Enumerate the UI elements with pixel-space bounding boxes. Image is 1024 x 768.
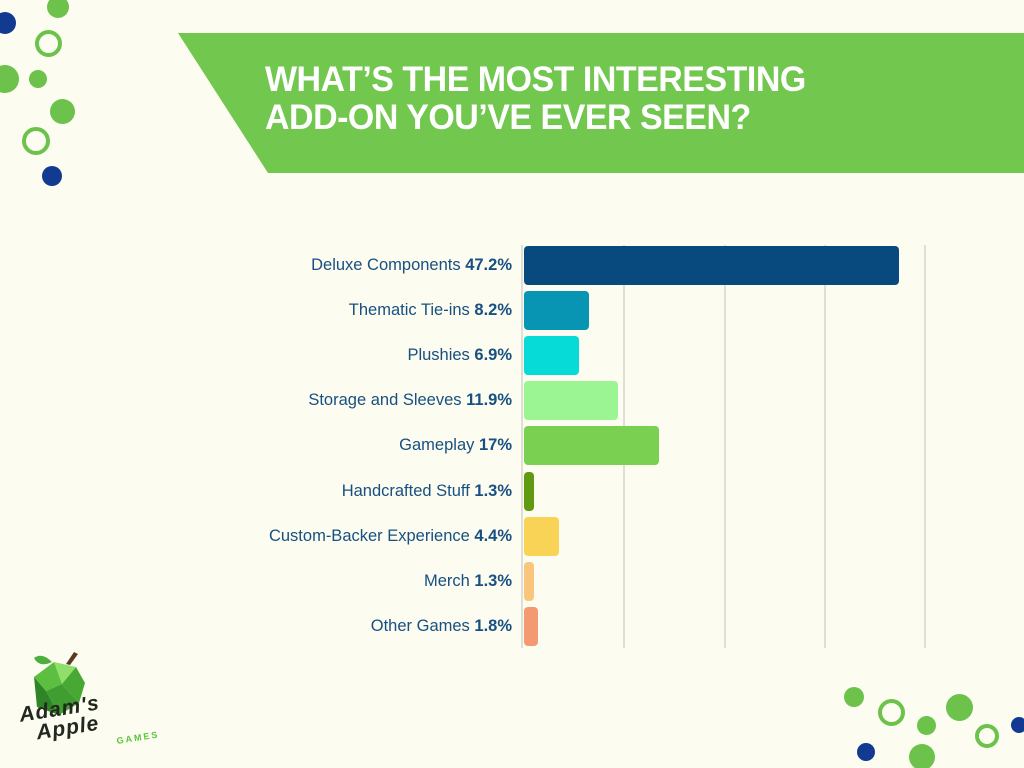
chart-row: Storage and Sleeves 11.9% (0, 381, 1024, 421)
bar-value: 4.4% (474, 526, 512, 545)
bar-value: 8.2% (474, 301, 512, 320)
chart-row: Merch 1.3% (0, 561, 1024, 601)
bar-value: 47.2% (465, 256, 512, 274)
bar-label: Custom-Backer Experience 4.4% (12, 517, 512, 556)
decor-circle (909, 744, 935, 768)
bar-storage-and-sleeves (524, 381, 619, 421)
chart-row: Plushies 6.9% (0, 336, 1024, 376)
bar-handcrafted-stuff (524, 471, 535, 511)
chart-row: Handcrafted Stuff 1.3% (0, 471, 1024, 511)
decor-circle (22, 127, 50, 155)
decor-circle (946, 694, 973, 721)
bar-label: Other Games 1.8% (12, 607, 512, 646)
bar-label: Storage and Sleeves 11.9% (12, 381, 512, 420)
bar-merch (524, 561, 535, 601)
bar-category: Custom-Backer Experience (268, 526, 475, 545)
bar-label: Deluxe Components 47.2% (12, 246, 512, 285)
bar-value: 11.9% (466, 391, 512, 410)
bar-thematic-tie-ins (524, 291, 590, 331)
bar-plushies (524, 336, 579, 376)
decor-circle (917, 716, 936, 735)
bar-category: Thematic Tie-ins (348, 301, 475, 320)
chart-row: Gameplay 17% (0, 426, 1024, 466)
decor-circle (1011, 717, 1024, 733)
gridline (521, 245, 523, 648)
decor-circle (878, 699, 905, 726)
bar-deluxe-components (524, 246, 899, 285)
bar-value: 17% (478, 436, 512, 455)
chart-rows: Deluxe Components 47.2% Thematic Tie-ins … (0, 246, 1024, 656)
chart-row: Thematic Tie-ins 8.2% (0, 291, 1024, 331)
title-banner: WHAT’S THE MOST INTERESTING ADD-ON YOU’V… (178, 33, 1024, 173)
bar-category: Plushies (407, 346, 475, 365)
decor-circle (857, 743, 875, 761)
bar-label: Merch 1.3% (12, 562, 512, 601)
bar-label: Gameplay 17% (12, 426, 512, 465)
apple-logo-icon (34, 652, 85, 715)
chart-title-line2: ADD-ON YOU’VE EVER SEEN? (265, 98, 751, 137)
decor-circle (35, 30, 62, 57)
gridline (824, 245, 826, 648)
decor-circle (0, 12, 16, 34)
company-logo: Adam's Apple GAMES (16, 646, 226, 764)
bar-custom-backer-experience (524, 516, 559, 556)
bar-value: 1.3% (474, 481, 512, 500)
bar-label: Handcrafted Stuff 1.3% (12, 472, 512, 511)
bar-category: Gameplay (399, 436, 479, 455)
bar-label: Thematic Tie-ins 8.2% (12, 291, 512, 330)
bar-gameplay (524, 426, 659, 466)
bar-category: Handcrafted Stuff (341, 481, 475, 500)
decor-circle (47, 0, 69, 18)
decor-circle (42, 166, 62, 186)
chart-row: Deluxe Components 47.2% (0, 246, 1024, 285)
chart-title-line1: WHAT’S THE MOST INTERESTING (265, 60, 806, 99)
bar-category: Other Games (370, 616, 475, 635)
bar-category: Merch (423, 571, 475, 590)
decor-circle (50, 99, 75, 124)
decor-circle (29, 70, 47, 88)
decor-circle (844, 687, 864, 707)
bar-category: Deluxe Components (311, 256, 466, 274)
bar-value: 1.3% (474, 571, 512, 590)
bar-other-games (524, 606, 539, 646)
bar-value: 1.8% (474, 616, 512, 635)
chart-title: WHAT’S THE MOST INTERESTING ADD-ON YOU’V… (265, 61, 806, 137)
gridline (924, 245, 926, 648)
bar-value: 6.9% (474, 346, 512, 365)
bar-label: Plushies 6.9% (12, 336, 512, 375)
decor-circle (975, 724, 999, 748)
chart-row: Other Games 1.8% (0, 606, 1024, 646)
decor-circle (0, 65, 19, 93)
bar-category: Storage and Sleeves (308, 391, 467, 410)
gridline (724, 245, 726, 648)
chart-row: Custom-Backer Experience 4.4% (0, 516, 1024, 556)
